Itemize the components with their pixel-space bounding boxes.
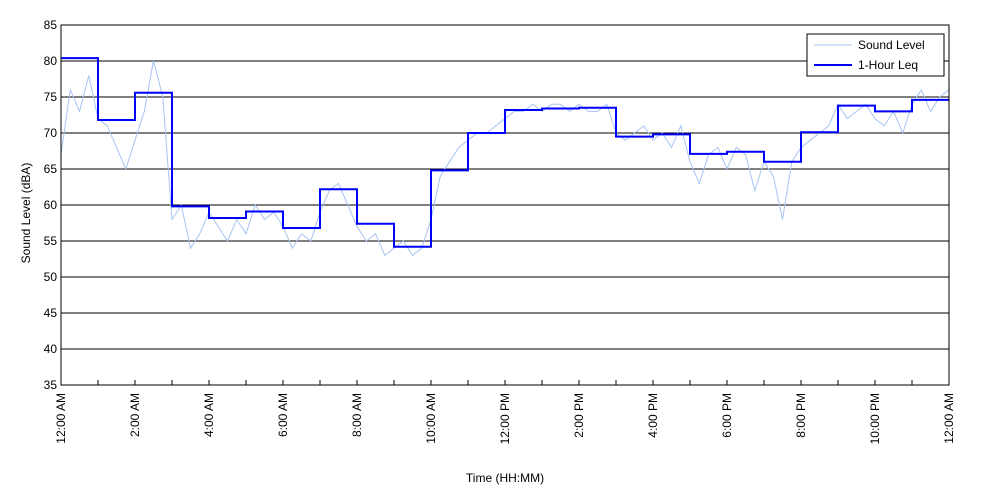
x-tick-label: 10:00 PM [868,393,882,444]
x-tick-label: 4:00 AM [202,393,216,437]
y-tick-label: 60 [44,198,58,212]
legend: Sound Level 1-Hour Leq [806,33,945,77]
legend-label-1-hour-leq: 1-Hour Leq [858,58,918,72]
y-tick-label: 65 [44,162,58,176]
x-tick-label: 12:00 PM [498,393,512,444]
x-tick-label: 10:00 AM [424,393,438,444]
y-tick-label: 55 [44,234,58,248]
y-axis-title: Sound Level (dBA) [19,163,33,264]
x-tick-label: 6:00 PM [720,393,734,438]
x-tick-label: 2:00 AM [128,393,142,437]
y-axis-ticks: 35 40 45 50 55 60 65 70 75 80 85 [44,18,58,392]
legend-label-sound-level: Sound Level [858,38,925,52]
x-tick-label: 12:00 AM [54,393,68,444]
x-tick-label: 2:00 PM [572,393,586,438]
y-tick-label: 85 [44,18,58,32]
y-tick-label: 50 [44,270,58,284]
y-tick-label: 45 [44,306,58,320]
x-tick-label: 6:00 AM [276,393,290,437]
plot-area [60,57,950,257]
legend-box [806,33,945,77]
x-tick-label: 4:00 PM [646,393,660,438]
y-tick-label: 40 [44,342,58,356]
x-tick-label: 8:00 PM [794,393,808,438]
y-tick-label: 35 [44,378,58,392]
x-tick-label: 8:00 AM [350,393,364,437]
x-axis-title: Time (HH:MM) [466,471,544,485]
x-axis-ticks: 12:00 AM 2:00 AM 4:00 AM 6:00 AM 8:00 AM 10:0… [54,380,956,444]
x-tick-label: 12:00 AM [942,393,956,444]
series-line-1-hour-leq [61,57,949,248]
y-tick-label: 70 [44,126,58,140]
y-tick-label: 75 [44,90,58,104]
y-tick-label: 80 [44,54,58,68]
